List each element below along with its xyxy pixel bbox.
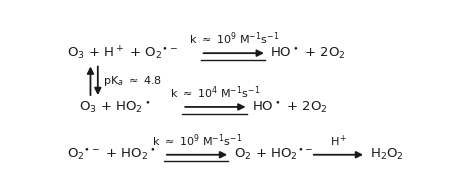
Text: pK$_a$ $\approx$ 4.8: pK$_a$ $\approx$ 4.8	[103, 74, 162, 88]
Text: O$_3$ + HO$_2$$^\bullet$: O$_3$ + HO$_2$$^\bullet$	[80, 99, 151, 114]
Text: H$_2$O$_2$: H$_2$O$_2$	[370, 147, 403, 162]
Text: O$_2$ + HO$_2$$^{\bullet-}$: O$_2$ + HO$_2$$^{\bullet-}$	[234, 147, 313, 162]
Text: k $\approx$ 10$^9$ M$^{-1}$s$^{-1}$: k $\approx$ 10$^9$ M$^{-1}$s$^{-1}$	[189, 31, 279, 47]
Text: k $\approx$ 10$^4$ M$^{-1}$s$^{-1}$: k $\approx$ 10$^4$ M$^{-1}$s$^{-1}$	[170, 84, 261, 101]
Text: O$_3$ + H$^+$ + O$_2$$^{\bullet-}$: O$_3$ + H$^+$ + O$_2$$^{\bullet-}$	[66, 44, 178, 62]
Text: H$^+$: H$^+$	[329, 133, 347, 149]
Text: HO$^\bullet$ + 2O$_2$: HO$^\bullet$ + 2O$_2$	[252, 99, 328, 114]
Text: HO$^\bullet$ + 2O$_2$: HO$^\bullet$ + 2O$_2$	[271, 46, 346, 61]
Text: k $\approx$ 10$^9$ M$^{-1}$s$^{-1}$: k $\approx$ 10$^9$ M$^{-1}$s$^{-1}$	[152, 132, 242, 149]
Text: O$_2$$^{\bullet-}$ + HO$_2$$^\bullet$: O$_2$$^{\bullet-}$ + HO$_2$$^\bullet$	[66, 147, 155, 162]
